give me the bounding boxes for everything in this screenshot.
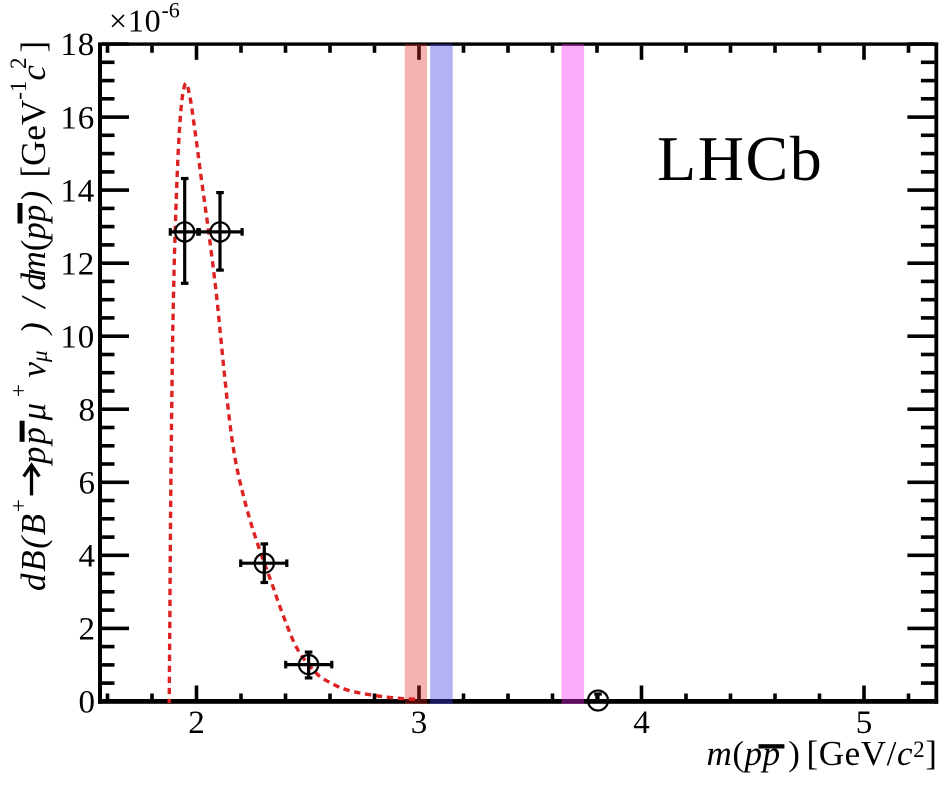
svg-text:3: 3 xyxy=(411,705,428,741)
svg-text:4: 4 xyxy=(79,539,96,575)
svg-text:): ) xyxy=(14,191,53,205)
svg-text:2: 2 xyxy=(188,705,205,741)
svg-text:18: 18 xyxy=(60,27,95,63)
svg-text:0: 0 xyxy=(79,685,96,721)
svg-text:2: 2 xyxy=(79,612,96,648)
svg-text:14: 14 xyxy=(60,173,95,209)
svg-text:ppμ+: ppμ+ xyxy=(6,384,53,467)
svg-text:LHCb: LHCb xyxy=(657,123,823,194)
svg-text:dB(B+: dB(B+ xyxy=(6,498,53,591)
svg-text:) /: ) / xyxy=(14,295,53,341)
svg-text:νμ: νμ xyxy=(14,350,53,377)
svg-text:6: 6 xyxy=(79,466,96,502)
svg-text:16: 16 xyxy=(60,100,95,136)
svg-text:m(pp ): m(pp ) xyxy=(707,734,801,773)
svg-text:4: 4 xyxy=(633,705,650,741)
svg-text:8: 8 xyxy=(79,392,96,428)
svg-text:5: 5 xyxy=(856,705,873,741)
svg-text:12: 12 xyxy=(60,246,95,282)
svg-text:10: 10 xyxy=(60,319,95,355)
